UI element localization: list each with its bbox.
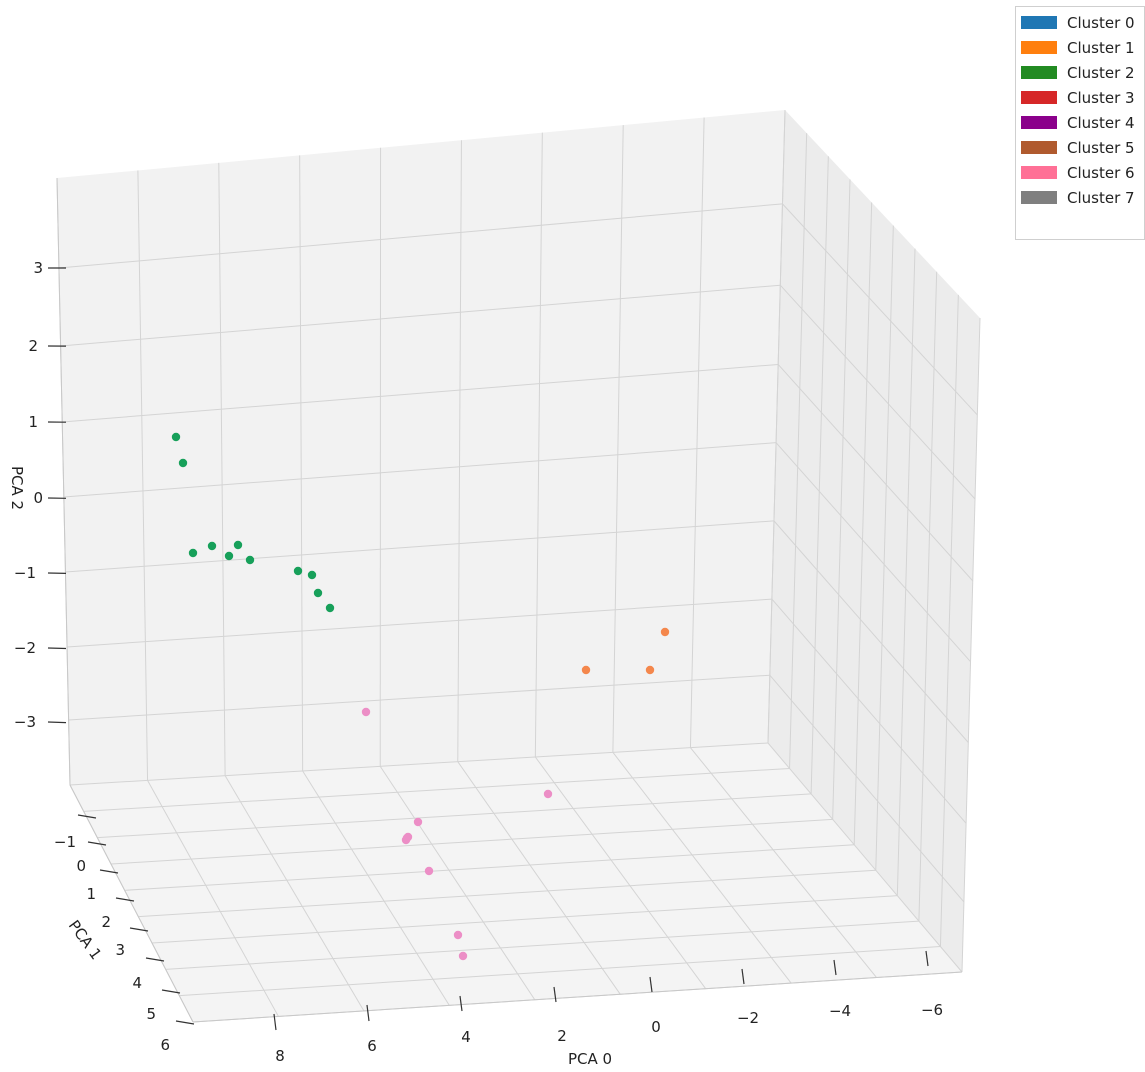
back-pane: [57, 110, 785, 785]
data-point: [171, 432, 181, 442]
grid-line: [68, 674, 770, 721]
grid-line: [62, 363, 779, 423]
grid-line: [612, 752, 792, 984]
grid-line: [60, 284, 781, 347]
data-point: [293, 566, 303, 576]
grid-line: [63, 442, 777, 498]
side-pane: [768, 110, 980, 972]
data-point: [224, 551, 234, 561]
grid-line: [534, 132, 543, 758]
grid-line: [939, 294, 959, 947]
grid-lines: [56, 109, 981, 1023]
grid-line: [896, 248, 916, 896]
axis-edge: [192, 971, 963, 1023]
grid-line: [875, 225, 894, 871]
data-points: [171, 432, 670, 961]
grid-line: [775, 442, 971, 663]
data-point: [543, 789, 553, 799]
axis-panes: [57, 110, 980, 1022]
data-point: [245, 555, 255, 565]
data-point: [402, 833, 412, 843]
grid-line: [299, 155, 304, 772]
grid-line: [69, 742, 769, 786]
grid-line: [138, 869, 876, 918]
grid-line: [961, 317, 981, 973]
grid-line: [97, 793, 812, 839]
data-point: [325, 603, 335, 613]
grid-line: [773, 520, 969, 743]
data-point: [188, 548, 198, 558]
floor-pane: [70, 743, 962, 1022]
data-point: [458, 951, 468, 961]
data-point: [413, 817, 423, 827]
grid-line: [771, 598, 967, 824]
grid-line: [58, 203, 783, 269]
data-point: [453, 930, 463, 940]
grid-line: [690, 747, 877, 978]
grid-line: [124, 844, 855, 891]
grid-line: [767, 109, 786, 744]
grid-line: [810, 156, 829, 794]
grid-line: [918, 271, 938, 922]
data-point: [361, 707, 371, 717]
grid-line: [110, 818, 833, 865]
grid-line: [67, 598, 772, 648]
grid-line: [777, 364, 974, 582]
data-point: [307, 570, 317, 580]
grid-line: [769, 674, 965, 903]
grid-line: [151, 895, 898, 944]
grid-line: [457, 140, 462, 762]
axis-edge: [56, 177, 71, 786]
grid-line: [302, 770, 450, 1006]
grid-line: [457, 761, 621, 995]
grid-line: [224, 775, 365, 1012]
grid-line: [853, 202, 873, 845]
grid-line: [137, 170, 149, 781]
grid-line: [83, 767, 790, 812]
grid-line: [218, 162, 226, 776]
grid-line: [767, 742, 963, 973]
grid-line: [379, 766, 536, 1001]
grid-line: [832, 179, 851, 820]
grid-line: [782, 203, 978, 416]
grid-line: [789, 133, 808, 769]
data-point: [313, 588, 323, 598]
grid-line: [779, 284, 976, 500]
grid-line: [179, 946, 941, 997]
grid-line: [689, 117, 705, 748]
data-point: [207, 541, 217, 551]
data-point: [233, 540, 243, 550]
grid-line: [147, 780, 279, 1017]
data-point: [424, 866, 434, 876]
grid-line: [65, 520, 775, 573]
grid-line: [612, 125, 624, 753]
grid-line: [165, 920, 919, 970]
grid-line: [534, 756, 707, 989]
axis-edge: [69, 784, 194, 1023]
data-point: [178, 458, 188, 468]
